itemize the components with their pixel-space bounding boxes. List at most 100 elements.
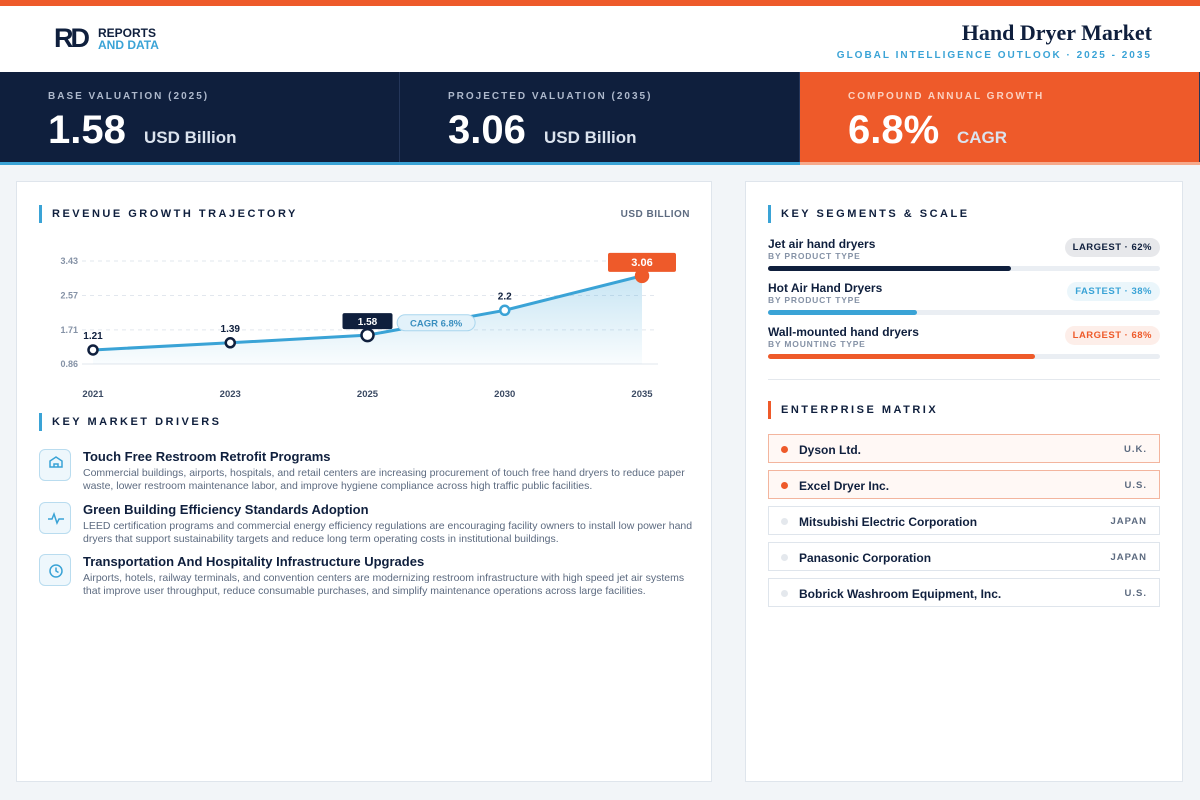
driver-text: LEED certification programs and commerci… (83, 520, 693, 545)
company-country: U.S. (1124, 480, 1147, 491)
unit-label: USD BILLION (620, 209, 690, 220)
annotation: CAGR 6.8% (410, 319, 463, 330)
kpi-label: COMPOUND ANNUAL GROWTH (848, 91, 1045, 102)
driver-text: Airports, hotels, railway terminals, and… (83, 572, 685, 597)
driver-icon (39, 502, 71, 534)
company-name: Bobrick Washroom Equipment, Inc. (799, 587, 1002, 601)
segment-badge: LARGEST · 68% (1064, 326, 1160, 345)
kpi-underline (0, 162, 400, 165)
segment-category: BY PRODUCT TYPE (768, 295, 861, 305)
status-dot (781, 518, 788, 525)
x-tick-label: 2035 (631, 389, 653, 400)
point (224, 337, 236, 349)
driver-title: Touch Free Restroom Retrofit Programs (83, 449, 331, 464)
enterprise-row: Excel Dryer Inc. U.S. (768, 470, 1160, 499)
section-title: KEY SEGMENTS & SCALE (768, 205, 970, 223)
status-dot (781, 590, 788, 597)
kpi-value: 1.58 (48, 108, 126, 152)
driver-title: Green Building Efficiency Standards Adop… (83, 502, 369, 517)
kpi-value: 3.06 (448, 108, 526, 152)
status-dot (781, 482, 788, 489)
point (499, 304, 511, 317)
header (0, 6, 1200, 72)
company-name: Panasonic Corporation (799, 551, 932, 565)
value-label: 1.39 (221, 324, 241, 335)
driver-icon (39, 554, 71, 586)
divider (768, 379, 1160, 380)
segment-name: Wall-mounted hand dryers (768, 325, 919, 339)
track (768, 354, 1160, 359)
segment-bar (768, 310, 917, 315)
kpi-card: BASE VALUATION (2025) 1.58 USD Billion (0, 72, 400, 162)
value-label: 1.21 (83, 331, 103, 342)
segment-category: BY PRODUCT TYPE (768, 251, 861, 261)
company-country: U.S. (1124, 588, 1147, 599)
x-tick-label: 2023 (220, 389, 241, 400)
kpi-card: COMPOUND ANNUAL GROWTH 6.8% CAGR (800, 72, 1200, 162)
y-tick-label: 0.86 (60, 359, 78, 369)
logo-mark: RD (54, 23, 90, 53)
segment-badge: FASTEST · 38% (1067, 282, 1160, 301)
kpi-label: BASE VALUATION (2025) (48, 91, 210, 102)
company-name: Dyson Ltd. (799, 443, 861, 457)
driver-title: Transportation And Hospitality Infrastru… (83, 554, 425, 569)
y-tick-label: 2.57 (60, 290, 78, 300)
company-name: Excel Dryer Inc. (799, 479, 890, 493)
enterprise-row: Bobrick Washroom Equipment, Inc. U.S. (768, 578, 1160, 607)
company-country: JAPAN (1110, 552, 1147, 563)
page-title: Hand Dryer Market (961, 20, 1152, 45)
section-title: ENTERPRISE MATRIX (768, 401, 938, 419)
segment-name: Hot Air Hand Dryers (768, 281, 883, 295)
track (768, 310, 1160, 315)
enterprise-row: Panasonic Corporation JAPAN (768, 542, 1160, 571)
logo-text: REPORTS (98, 26, 157, 40)
value-label: 1.58 (358, 317, 378, 328)
left-card (16, 181, 712, 782)
area (93, 275, 642, 364)
point (87, 344, 99, 356)
enterprise-row: Mitsubishi Electric Corporation JAPAN (768, 506, 1160, 535)
kpi-unit: USD Billion (144, 128, 237, 147)
driver-icon (39, 449, 71, 481)
company-country: U.K. (1124, 444, 1147, 455)
icon (48, 511, 64, 525)
logo-text: AND DATA (98, 38, 159, 52)
chart: 0.86 1.71 2.57 3.43 2021 2023 2025 2030 2035 CAGR… (60, 252, 676, 400)
status-dot (781, 446, 788, 453)
kpi-unit: CAGR (957, 128, 1008, 147)
annotation-pill (396, 314, 476, 332)
value-badge (342, 313, 393, 330)
company-name: Mitsubishi Electric Corporation (799, 515, 978, 529)
kpi-card: PROJECTED VALUATION (2035) 3.06 USD Billio… (400, 72, 800, 162)
status-dot (781, 554, 788, 561)
y-tick-label: 1.71 (60, 325, 78, 335)
segment-bar (768, 266, 1012, 271)
kpi-underline (800, 162, 1200, 165)
segment-badge: LARGEST · 62% (1064, 238, 1160, 257)
x-tick-label: 2030 (494, 389, 515, 400)
value-label: 3.06 (631, 257, 652, 269)
page-subtitle: GLOBAL INTELLIGENCE OUTLOOK · 2025 - 203… (836, 50, 1152, 61)
section-title: KEY MARKET DRIVERS (39, 413, 221, 431)
icon (49, 456, 63, 468)
company-country: JAPAN (1110, 516, 1147, 527)
segment-name: Jet air hand dryers (768, 237, 876, 251)
value-badge (608, 252, 676, 272)
point (360, 327, 375, 343)
kpi-unit: USD Billion (544, 128, 637, 147)
x-tick-label: 2021 (82, 389, 104, 400)
y-tick-label: 3.43 (60, 256, 78, 266)
top-accent (0, 0, 1200, 6)
x-tick-label: 2025 (357, 389, 379, 400)
point (634, 268, 650, 284)
enterprise-row: Dyson Ltd. U.K. (768, 434, 1160, 463)
value-label: 2.2 (498, 291, 512, 302)
segment-bar (768, 354, 1035, 359)
kpi-label: PROJECTED VALUATION (2035) (448, 91, 653, 102)
segment-category: BY MOUNTING TYPE (768, 339, 866, 349)
track (768, 266, 1160, 271)
kpi-value: 6.8% (848, 108, 940, 152)
icon (49, 564, 63, 578)
kpi-underline (400, 162, 800, 165)
